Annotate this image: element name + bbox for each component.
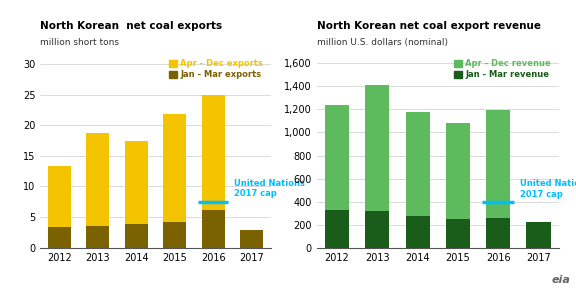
Bar [48, 228, 71, 248]
Bar [406, 216, 430, 248]
Bar [446, 219, 470, 248]
Bar [486, 110, 510, 218]
Bar [163, 222, 186, 248]
Bar [202, 210, 225, 248]
Bar [365, 85, 389, 211]
Bar [163, 114, 186, 222]
Legend: Apr - Dec exports, Jan - Mar exports: Apr - Dec exports, Jan - Mar exports [165, 56, 267, 82]
Bar [325, 105, 349, 210]
Bar [202, 95, 225, 210]
Text: million short tons: million short tons [40, 38, 119, 47]
Bar [86, 226, 109, 248]
Bar [325, 210, 349, 248]
Text: North Korean net coal export revenue: North Korean net coal export revenue [317, 20, 541, 31]
Bar [240, 230, 263, 248]
Bar [446, 123, 470, 219]
Text: United Nations
2017 cap: United Nations 2017 cap [521, 179, 576, 199]
Text: eia: eia [551, 275, 570, 285]
Bar [365, 211, 389, 248]
Bar [526, 222, 551, 248]
Text: North Korean  net coal exports: North Korean net coal exports [40, 20, 222, 31]
Legend: Apr - Dec revenue, Jan - Mar revenue: Apr - Dec revenue, Jan - Mar revenue [450, 56, 555, 82]
Bar [406, 112, 430, 216]
Bar [48, 166, 71, 228]
Bar [86, 133, 109, 226]
Bar [486, 218, 510, 248]
Text: million U.S. dollars (nominal): million U.S. dollars (nominal) [317, 38, 448, 47]
Text: United Nations
2017 cap: United Nations 2017 cap [234, 179, 305, 198]
Bar [125, 141, 148, 224]
Bar [125, 224, 148, 248]
